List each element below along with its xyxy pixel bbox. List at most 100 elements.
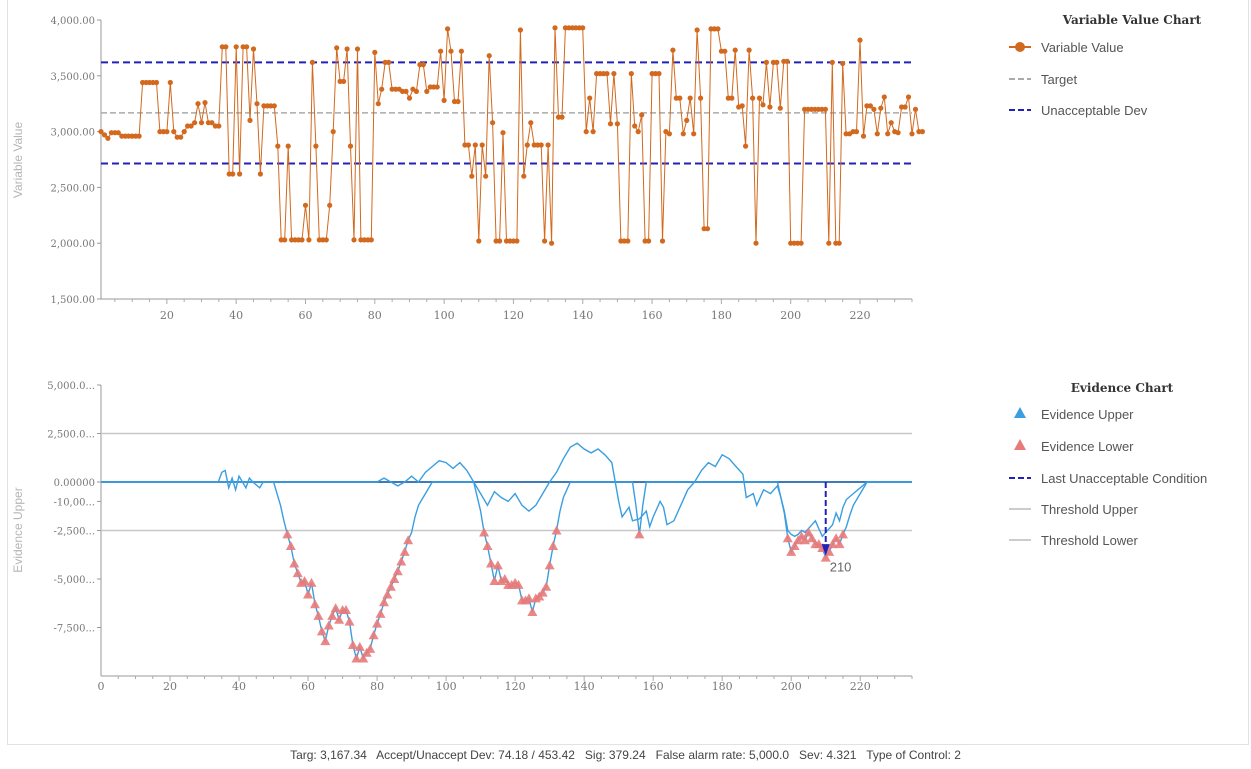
bottom-x-tick-label: 140	[574, 680, 595, 693]
variable-value-point	[271, 103, 277, 109]
legend-item-evidence-upper[interactable]: Evidence Upper	[1014, 407, 1134, 422]
variable-legend-title: Variable Value Chart	[1062, 13, 1202, 27]
evidence-lower-marker	[351, 653, 362, 663]
variable-value-point	[479, 142, 485, 148]
variable-value-point	[545, 142, 551, 148]
variable-value-point	[105, 135, 111, 141]
variable-value-point	[351, 237, 357, 243]
evidence-lower-marker	[544, 560, 555, 570]
evidence-lower-marker	[330, 603, 341, 613]
top-x-tick-label: 220	[850, 309, 871, 322]
variable-value-point	[309, 59, 315, 65]
bottom-y-tick-label: 2,500.0...	[47, 430, 95, 441]
variable-value-point	[902, 104, 908, 110]
variable-value-point	[250, 46, 257, 52]
variable-value-point	[694, 27, 700, 33]
variable-value-point	[881, 94, 887, 100]
bottom-y-tick-label: -5,000...	[53, 575, 95, 586]
variable-value-point	[445, 26, 451, 32]
variable-value-point	[580, 25, 586, 31]
variable-value-point	[465, 142, 471, 148]
variable-value-point	[517, 27, 524, 33]
variable-value-point	[420, 62, 426, 68]
variable-value-point	[628, 71, 634, 77]
variable-value-point	[909, 131, 915, 137]
evidence-lower-marker	[834, 539, 845, 549]
variable-value-point	[874, 131, 880, 137]
evidence-lower-marker	[634, 529, 645, 539]
top-x-tick-label: 160	[642, 309, 663, 322]
variable-value-point	[490, 120, 496, 126]
legend-item-threshold-lower[interactable]: Threshold Lower	[1009, 533, 1138, 548]
variable-value-point	[486, 53, 492, 59]
evidence-lower-marker	[527, 606, 538, 616]
variable-value-point	[684, 117, 690, 123]
variable-value-point	[732, 47, 738, 53]
top-y-axis-title: Variable Value	[11, 122, 25, 199]
variable-value-point	[538, 142, 544, 148]
evidence-lower-marker	[806, 533, 817, 543]
top-y-tick-label: 1,500.00	[50, 295, 95, 306]
legend-item-evidence-lower[interactable]: Evidence Lower	[1014, 439, 1134, 454]
evidence-lower-marker	[327, 610, 338, 620]
evidence-legend-title: Evidence Chart	[1071, 381, 1174, 395]
legend-item-threshold-upper[interactable]: Threshold Upper	[1009, 502, 1138, 517]
variable-value-point	[552, 25, 558, 31]
evidence-lower-marker	[827, 539, 838, 549]
legend-item-variable-value[interactable]: Variable Value	[1009, 40, 1124, 55]
top-x-tick-label: 60	[298, 309, 312, 322]
top-x-tick-label: 180	[711, 309, 732, 322]
legend-variable-label: Variable Value	[1041, 40, 1124, 55]
variable-value-point	[195, 101, 201, 107]
evidence-lower-marker	[389, 574, 400, 583]
variable-value-point	[209, 120, 215, 126]
variable-value-point	[406, 95, 413, 101]
evidence-lower-marker	[537, 587, 548, 597]
variable-value-point	[497, 238, 503, 244]
evidence-lower-marker	[399, 546, 410, 556]
variable-value-point	[434, 84, 440, 90]
legend-item-unacceptable-dev[interactable]: Unacceptable Dev	[1009, 103, 1148, 118]
bottom-x-tick-label: 60	[301, 680, 315, 693]
variable-value-point	[919, 129, 926, 135]
variable-value-point	[313, 143, 319, 149]
variable-value-point	[334, 45, 340, 51]
top-y-tick-label: 3,500.00	[50, 72, 95, 83]
evidence-lower-marker	[824, 546, 835, 556]
variable-value-point	[153, 79, 160, 86]
variable-value-point	[379, 86, 385, 92]
evidence-lower-marker	[358, 653, 369, 663]
variable-value-point	[583, 129, 589, 135]
variable-value-point	[691, 131, 697, 137]
variable-value-point	[836, 240, 842, 246]
legend-item-target[interactable]: Target	[1009, 72, 1078, 87]
evidence-lower-marker	[485, 558, 496, 568]
top-x-tick-label: 120	[503, 309, 524, 322]
variable-value-point	[354, 46, 361, 52]
last-unacceptable-label: 210	[830, 560, 852, 575]
evidence-lower-marker	[347, 639, 358, 649]
variable-value-point	[867, 103, 874, 109]
bottom-x-tick-label: 40	[232, 680, 246, 693]
variable-value-point	[680, 131, 686, 137]
bottom-x-tick-label: 200	[781, 680, 802, 693]
legend-evidence-upper-label: Evidence Upper	[1041, 407, 1134, 422]
variable-value-point	[282, 237, 288, 243]
variable-value-point	[368, 237, 374, 243]
legend-item-last-unacceptable[interactable]: Last Unacceptable Condition	[1009, 471, 1207, 486]
variable-value-point	[528, 120, 534, 126]
variable-value-point	[413, 88, 419, 94]
top-x-tick-label: 100	[434, 309, 455, 322]
variable-value-point	[171, 129, 177, 135]
variable-value-point	[500, 130, 506, 136]
variable-value-point	[424, 88, 430, 94]
variable-value-point	[441, 97, 447, 103]
evidence-lower-marker	[523, 593, 534, 603]
variable-value-point	[722, 48, 728, 54]
evidence-lower-marker	[289, 558, 300, 568]
variable-value-point	[202, 100, 208, 106]
variable-value-point	[476, 238, 482, 244]
variable-value-point	[299, 237, 305, 243]
bottom-y-tick-label: -10,00...	[53, 497, 95, 508]
evidence-lower-marker	[334, 614, 345, 624]
